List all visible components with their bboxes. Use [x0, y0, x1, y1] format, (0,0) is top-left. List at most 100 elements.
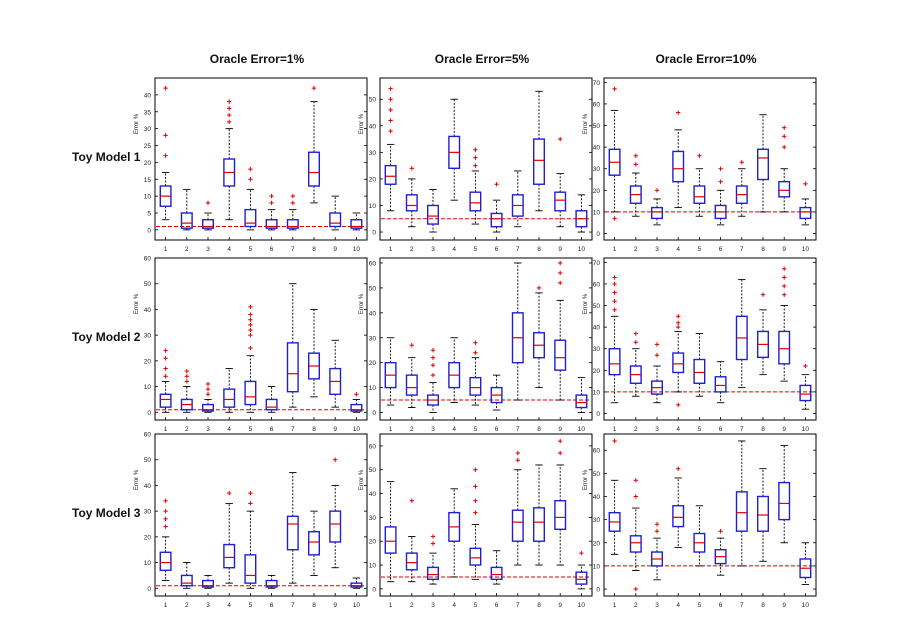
- box-2: [180, 368, 193, 413]
- iqr-box: [735, 491, 748, 532]
- y-tick-label: 60: [593, 448, 601, 455]
- iqr-box: [329, 212, 342, 228]
- y-tick-label: 30: [593, 346, 601, 353]
- x-tick-label: 1: [613, 426, 617, 433]
- iqr-box: [159, 393, 172, 408]
- iqr-box: [799, 206, 812, 220]
- box-4: [223, 99, 236, 221]
- x-tick-label: 10: [353, 426, 361, 433]
- y-tick-label: 20: [593, 540, 601, 547]
- outlier-marker: [163, 356, 168, 361]
- x-tick-label: 7: [740, 426, 744, 433]
- outlier-marker: [388, 118, 393, 123]
- outlier-marker: [248, 327, 253, 333]
- y-tick-label: 50: [593, 471, 601, 478]
- x-tick-label: 2: [185, 602, 189, 609]
- x-tick-label: 10: [578, 426, 586, 433]
- outlier-marker: [163, 153, 168, 158]
- box-2: [405, 498, 418, 583]
- box-7: [735, 160, 748, 217]
- box-3: [201, 574, 214, 589]
- y-tick-label: 30: [144, 333, 152, 340]
- box-6: [490, 374, 503, 411]
- x-tick-label: 1: [164, 602, 168, 609]
- box-4: [223, 368, 236, 413]
- y-tick-label: 30: [593, 166, 601, 173]
- box-8: [533, 90, 546, 212]
- box-1: [608, 438, 621, 555]
- outlier-marker: [633, 586, 638, 592]
- box-6: [490, 182, 503, 233]
- iqr-box: [469, 191, 482, 212]
- x-tick-label: 5: [249, 602, 253, 609]
- outlier-marker: [163, 366, 168, 371]
- column-title-oracle-10: Oracle Error=10%: [655, 52, 757, 66]
- y-tick-label: 15: [144, 177, 152, 184]
- outlier-marker: [269, 193, 274, 199]
- outlier-marker: [248, 322, 253, 328]
- y-axis-label: Error %: [583, 113, 589, 134]
- box-5: [693, 505, 706, 567]
- box-10: [350, 577, 363, 589]
- box-6: [714, 361, 727, 404]
- y-tick-label: 0: [147, 227, 151, 234]
- x-tick-label: 8: [312, 602, 316, 609]
- iqr-box: [244, 554, 257, 584]
- x-tick-label: 4: [452, 426, 456, 433]
- iqr-box: [575, 571, 588, 585]
- x-tick-label: 9: [782, 426, 786, 433]
- x-tick-label: 4: [452, 246, 456, 253]
- x-tick-label: 1: [164, 426, 168, 433]
- box-2: [180, 562, 193, 589]
- x-tick-label: 3: [655, 602, 659, 609]
- box-3: [427, 348, 440, 413]
- x-tick-label: 7: [740, 602, 744, 609]
- x-tick-label: 8: [312, 426, 316, 433]
- x-tick-label: 8: [537, 426, 541, 433]
- box-7: [286, 283, 299, 408]
- outlier-marker: [227, 119, 232, 125]
- outlier-marker: [494, 182, 499, 187]
- outlier-marker: [515, 450, 520, 456]
- outlier-marker: [558, 450, 563, 456]
- outlier-marker: [430, 534, 436, 539]
- outlier-marker: [676, 314, 681, 319]
- iqr-box: [286, 515, 299, 551]
- x-tick-label: 4: [452, 602, 456, 609]
- outlier-marker: [354, 392, 359, 397]
- x-tick-label: 7: [291, 246, 295, 253]
- outlier-marker: [248, 332, 253, 338]
- box-5: [244, 166, 257, 231]
- x-tick-label: 10: [353, 246, 361, 253]
- outlier-marker: [536, 285, 542, 291]
- box-8: [533, 464, 546, 566]
- outlier-marker: [227, 106, 232, 111]
- iqr-box: [490, 212, 503, 228]
- x-tick-label: 10: [802, 246, 810, 253]
- column-title-oracle-5: Oracle Error=5%: [434, 52, 530, 66]
- box-10: [575, 194, 588, 233]
- box-9: [554, 136, 567, 228]
- outlier-marker: [718, 166, 723, 171]
- box-2: [180, 188, 193, 231]
- y-tick-label: 40: [144, 92, 152, 99]
- box-1: [608, 275, 621, 404]
- box-1: [159, 498, 172, 582]
- outlier-marker: [163, 348, 168, 353]
- iqr-box: [533, 507, 546, 542]
- box-8: [308, 308, 321, 398]
- outlier-marker: [269, 200, 274, 206]
- x-tick-label: 2: [410, 426, 414, 433]
- x-tick-label: 5: [249, 426, 253, 433]
- axes-frame: [379, 77, 593, 241]
- outlier-marker: [612, 290, 617, 295]
- panel-3-2: 0 10 20 30 40 50 60 Error % 1 2 3 4 5 6 7 8 9 10: [359, 433, 593, 609]
- box-9: [329, 457, 342, 569]
- outlier-marker: [558, 438, 563, 444]
- outlier-marker: [473, 467, 478, 472]
- outlier-marker: [473, 484, 478, 489]
- x-tick-label: 5: [474, 246, 478, 253]
- iqr-box: [286, 342, 299, 393]
- outlier-marker: [163, 498, 168, 504]
